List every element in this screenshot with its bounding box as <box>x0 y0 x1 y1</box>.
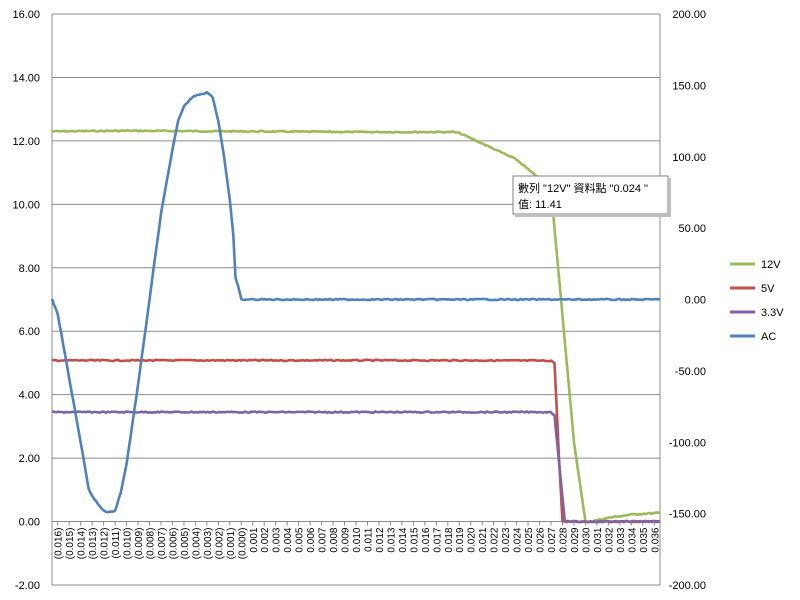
x-tick-label: 0.009 <box>341 527 352 552</box>
y2-tick-label: -150.00 <box>669 509 706 521</box>
x-tick-label: 0.021 <box>478 527 489 552</box>
series-lines <box>50 90 661 524</box>
x-tick-label: 0.011 <box>363 527 374 552</box>
tooltip-shadow <box>668 178 671 216</box>
y-tick-label: 16.00 <box>12 9 40 21</box>
x-axis-tick-labels: (0.016) (0.015) (0.014) (0.013) (0.012) (0.01… <box>54 527 662 559</box>
x-tick-label: (0.005) <box>180 528 191 560</box>
x-tick-label: (0.010) <box>123 528 134 560</box>
series-line-12v <box>52 129 661 524</box>
y-tick-label: 10.00 <box>12 199 40 211</box>
x-tick-label: 0.013 <box>386 527 397 552</box>
x-tick-label: 0.012 <box>375 527 386 552</box>
x-tick-label: 0.010 <box>352 527 363 552</box>
x-tick-label: 0.036 <box>650 527 661 552</box>
x-tick-label: (0.001) <box>226 528 237 560</box>
x-tick-label: 0.024 <box>513 527 524 552</box>
x-tick-label: 0.022 <box>490 527 501 552</box>
x-tick-label: 0.018 <box>444 527 455 552</box>
x-tick-label: 0.027 <box>547 527 558 552</box>
x-tick-label: 0.033 <box>616 527 627 552</box>
x-tick-label: (0.003) <box>203 528 214 560</box>
x-tick-label: 0.019 <box>455 527 466 552</box>
x-tick-label: 0.030 <box>581 527 592 552</box>
tooltip-box <box>512 175 669 215</box>
legend-label: 12V <box>761 259 781 271</box>
x-tick-label: 0.020 <box>467 527 478 552</box>
x-tick-label: 0.025 <box>524 527 535 552</box>
y2-tick-label: 50.00 <box>678 223 706 235</box>
x-tick-label: 0.032 <box>604 527 615 552</box>
x-tick-label: (0.007) <box>157 528 168 560</box>
y-tick-label: 6.00 <box>19 326 40 338</box>
x-tick-label: 0.026 <box>536 527 547 552</box>
x-tick-label: 0.023 <box>501 527 512 552</box>
x-tick-label: (0.011) <box>111 528 122 559</box>
y-tick-label: 14.00 <box>12 72 40 84</box>
x-tick-label: 0.017 <box>432 527 443 552</box>
tooltip-shadow <box>515 214 671 217</box>
y2-tick-label: 150.00 <box>672 80 706 92</box>
x-tick-label: 0.029 <box>570 527 581 552</box>
x-tick-label: (0.012) <box>100 528 111 560</box>
y2-tick-label: 0.00 <box>685 295 706 307</box>
y-tick-label: -2.00 <box>15 580 40 592</box>
x-tick-label: 0.016 <box>421 527 432 552</box>
legend-label: AC <box>761 331 776 343</box>
x-tick-label: (0.013) <box>88 528 99 560</box>
x-tick-label: (0.000) <box>237 528 248 560</box>
x-tick-label: (0.015) <box>65 528 76 560</box>
y2-tick-label: 100.00 <box>672 152 706 164</box>
y-tick-label: 8.00 <box>19 263 40 275</box>
y-axis-tick-labels: -2.00 0.00 2.00 4.00 6.00 8.00 10.00 12.00 14.00… <box>12 9 40 592</box>
y-tick-label: 4.00 <box>19 390 40 402</box>
legend-label: 5V <box>761 283 775 295</box>
y-tick-label: 2.00 <box>19 453 40 465</box>
y2-tick-label: 200.00 <box>672 9 706 21</box>
y2-axis-tick-labels: -200.00 -150.00 -100.00 -50.00 0.00 50.00 100.… <box>669 9 706 592</box>
series-line-ac <box>50 90 661 514</box>
x-tick-label: (0.006) <box>168 528 179 560</box>
x-tick-label: 0.015 <box>409 527 420 552</box>
tooltip-value-line: 值: 11.41 <box>518 198 562 211</box>
y-tick-label: 12.00 <box>12 136 40 148</box>
x-tick-label: 0.002 <box>260 527 271 552</box>
x-tick-label: 0.007 <box>318 527 329 552</box>
y2-tick-label: -200.00 <box>669 580 706 592</box>
x-tick-label: (0.008) <box>146 528 157 560</box>
legend: 12V 5V 3.3V AC <box>730 259 784 343</box>
x-tick-label: 0.008 <box>329 527 340 552</box>
x-tick-label: 0.004 <box>283 527 294 552</box>
y-tick-label: 0.00 <box>19 517 40 529</box>
x-tick-label: 0.031 <box>593 527 604 552</box>
legend-label: 3.3V <box>761 307 784 319</box>
y2-tick-label: -100.00 <box>669 437 706 449</box>
data-tooltip: 數列 "12V" 資料點 "0.024 " 值: 11.41 <box>512 175 671 217</box>
tooltip-series-line: 數列 "12V" 資料點 "0.024 " <box>518 181 648 195</box>
x-tick-label: 0.028 <box>558 527 569 552</box>
series-line-3-3v <box>51 410 661 524</box>
x-tick-label: 0.006 <box>306 527 317 552</box>
x-tick-label: (0.016) <box>54 528 65 560</box>
y2-tick-label: -50.00 <box>675 366 706 378</box>
x-tick-label: 0.014 <box>398 527 409 552</box>
x-tick-label: 0.035 <box>639 527 650 552</box>
x-tick-label: (0.002) <box>214 528 225 560</box>
x-tick-label: 0.001 <box>249 527 260 552</box>
x-tick-label: 0.003 <box>272 527 283 552</box>
x-tick-label: (0.009) <box>134 528 145 560</box>
x-tick-label: (0.014) <box>77 528 88 560</box>
x-tick-label: 0.034 <box>627 527 638 552</box>
x-tick-label: (0.004) <box>191 528 202 560</box>
x-tick-label: 0.005 <box>295 527 306 552</box>
